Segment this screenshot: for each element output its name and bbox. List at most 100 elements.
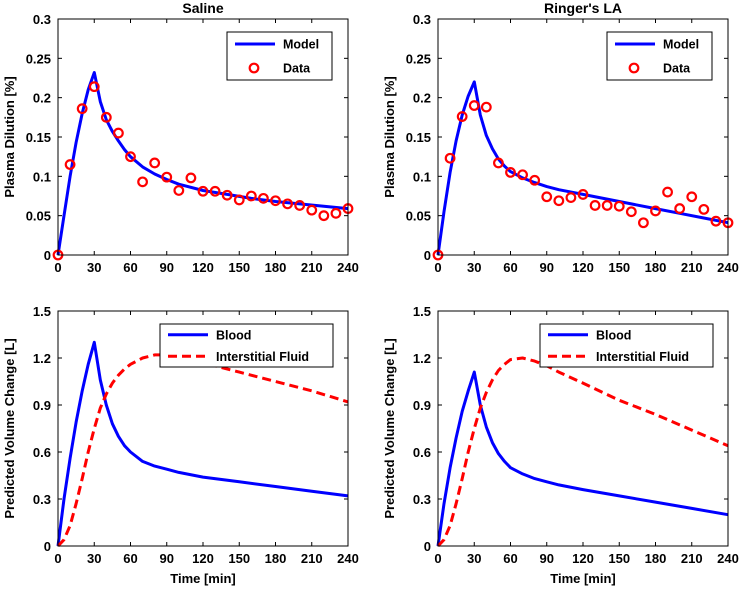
data-point	[185, 172, 197, 184]
chart-title: Saline	[182, 0, 223, 16]
y-tick-label: 0.1	[413, 169, 431, 184]
x-tick-label: 90	[540, 551, 554, 566]
x-tick-label: 60	[123, 551, 137, 566]
legend: Model Data	[226, 31, 333, 81]
legend-label: Model	[663, 38, 699, 52]
x-tick-label: 150	[228, 260, 250, 275]
x-tick-label: 180	[265, 260, 287, 275]
y-tick-label: 0.05	[406, 209, 431, 224]
x-tick-label: 150	[228, 551, 250, 566]
data-point	[601, 200, 613, 211]
data-point	[197, 185, 209, 197]
series-line-blood	[436, 370, 729, 547]
data-point	[529, 174, 541, 186]
x-tick-label: 150	[608, 260, 630, 275]
plot-frame	[57, 18, 349, 256]
data-point	[113, 127, 124, 139]
data-point	[577, 189, 589, 200]
data-point	[245, 190, 257, 202]
series-line-interstitial-fluid	[436, 356, 729, 548]
data-point	[233, 194, 245, 206]
x-tick-label: 210	[301, 551, 323, 566]
x-tick-label: 30	[467, 551, 481, 566]
y-tick-label: 0.6	[413, 445, 431, 460]
data-point	[625, 206, 637, 218]
x-tick-label: 0	[434, 551, 441, 566]
data-point	[553, 195, 565, 207]
y-axis-label: Predicted Volume Change [L]	[382, 338, 397, 518]
x-tick-label: 240	[337, 260, 359, 275]
data-point	[613, 200, 625, 212]
x-tick-label: 210	[301, 260, 323, 275]
x-tick-label: 240	[717, 551, 739, 566]
x-tick-label: 180	[265, 551, 287, 566]
data-point	[456, 111, 468, 122]
y-tick-label: 0.2	[33, 91, 51, 106]
data-point	[505, 166, 516, 178]
data-point	[662, 186, 673, 198]
data-point	[100, 111, 112, 123]
data-point	[468, 100, 480, 111]
chart-panel-1: Saline 0 30 60 90 120 150 180 210 240 0 0.05 0.1 0.15…	[2, 0, 359, 275]
x-tick-label: 210	[681, 551, 703, 566]
data-point	[76, 103, 88, 115]
data-point	[282, 198, 293, 210]
data-point	[710, 215, 722, 227]
y-tick-label: 1.2	[413, 351, 431, 366]
data-point	[444, 152, 456, 164]
y-axis-label: Plasma Dilution [%]	[2, 76, 17, 197]
x-tick-label: 180	[645, 260, 667, 275]
data-point	[64, 159, 76, 170]
y-tick-label: 0	[424, 248, 431, 263]
y-tick-label: 0.3	[413, 12, 431, 27]
legend-label: Blood	[596, 328, 631, 342]
data-point	[318, 210, 330, 222]
data-point	[517, 169, 528, 181]
legend: Blood Interstitial Fluid	[159, 323, 334, 368]
x-tick-label: 120	[572, 260, 594, 275]
x-tick-label: 30	[87, 551, 101, 566]
x-tick-label: 0	[434, 260, 441, 275]
plot-frame	[437, 310, 729, 547]
y-tick-label: 0.9	[33, 398, 51, 413]
x-tick-label: 30	[467, 260, 481, 275]
legend-box	[159, 323, 334, 368]
plot-frame	[57, 310, 349, 547]
y-tick-label: 0.3	[33, 12, 51, 27]
y-tick-label: 0	[44, 539, 51, 554]
data-point	[330, 207, 342, 219]
data-point	[270, 195, 281, 207]
x-tick-label: 90	[160, 551, 174, 566]
y-tick-label: 0.25	[26, 51, 51, 66]
legend: Model Data	[606, 31, 713, 81]
data-point	[161, 171, 173, 183]
y-tick-label: 0.15	[406, 130, 431, 145]
legend-label: Model	[283, 38, 319, 52]
data-point	[221, 189, 233, 201]
x-tick-label: 240	[337, 551, 359, 566]
data-point	[149, 157, 161, 169]
y-tick-label: 0.6	[33, 445, 51, 460]
data-point	[480, 101, 492, 113]
y-tick-label: 0	[424, 539, 431, 554]
data-point	[650, 205, 661, 217]
data-point	[493, 157, 504, 169]
x-tick-label: 60	[123, 260, 137, 275]
x-tick-label: 120	[572, 551, 594, 566]
x-tick-label: 60	[503, 260, 517, 275]
y-tick-label: 0.15	[26, 130, 51, 145]
data-point	[686, 191, 698, 203]
legend-label: Interstitial Fluid	[596, 350, 689, 364]
data-point	[565, 192, 577, 203]
x-tick-label: 90	[160, 260, 174, 275]
data-point	[88, 81, 100, 93]
y-axis-label: Predicted Volume Change [L]	[2, 338, 17, 518]
legend-marker	[248, 62, 260, 74]
x-axis-label: Time [min]	[170, 571, 236, 586]
data-point	[674, 203, 686, 214]
data-point	[638, 217, 649, 229]
data-point	[209, 185, 221, 197]
x-tick-label: 180	[645, 551, 667, 566]
legend-label: Blood	[216, 328, 251, 342]
